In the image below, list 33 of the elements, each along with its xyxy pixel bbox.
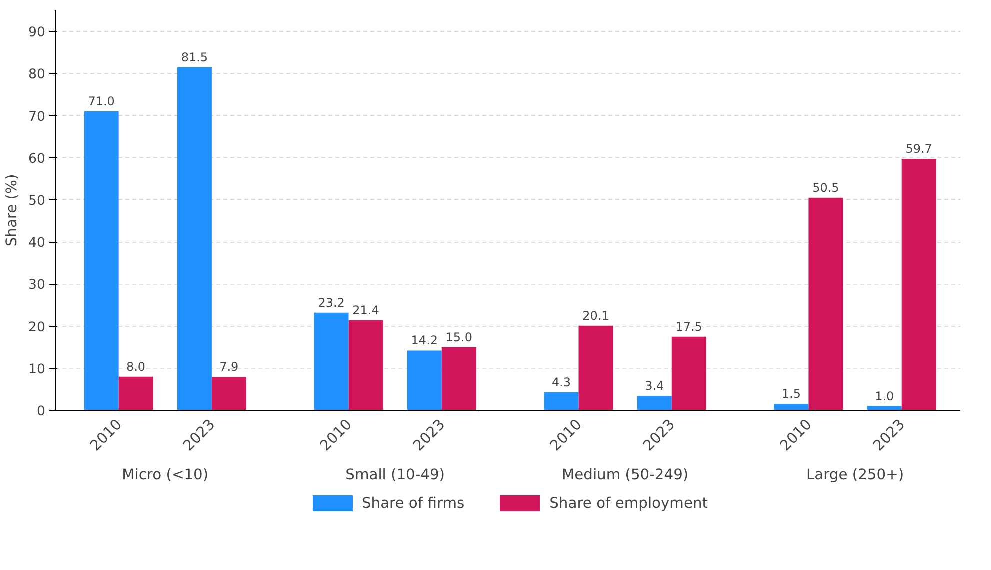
data-label: 50.5 bbox=[812, 180, 840, 195]
data-label: 4.3 bbox=[552, 375, 572, 390]
data-label: 7.9 bbox=[220, 360, 239, 374]
y-tick-label: 80 bbox=[28, 68, 46, 83]
data-label: 15.0 bbox=[446, 330, 472, 344]
text: Small (10-49) bbox=[346, 466, 446, 484]
y-tick-label: 90 bbox=[28, 26, 46, 41]
data-label: 81.5 bbox=[181, 50, 208, 64]
legend-label: Share of firms bbox=[362, 494, 465, 512]
data-label: 17.5 bbox=[676, 320, 702, 334]
data-label: 71.0 bbox=[88, 94, 115, 109]
data-label: 14.2 bbox=[411, 334, 438, 348]
data-label: 23.2 bbox=[318, 296, 345, 310]
legend-label: Share of employment bbox=[550, 494, 708, 512]
y-tick-label: 10 bbox=[28, 362, 46, 378]
data-label: 20.1 bbox=[582, 308, 610, 323]
y-tick-label: 70 bbox=[28, 110, 46, 125]
y-tick-label: 20 bbox=[28, 320, 46, 336]
data-label: 1.0 bbox=[875, 389, 894, 404]
data-label: 3.4 bbox=[645, 379, 664, 394]
y-tick-label: 0 bbox=[37, 404, 46, 420]
text: Medium (50-249) bbox=[562, 466, 689, 484]
y-tick-label: 30 bbox=[28, 278, 46, 294]
data-label: 1.5 bbox=[782, 387, 802, 402]
y-tick-label: 50 bbox=[28, 194, 46, 209]
y-tick-label: 40 bbox=[28, 236, 46, 252]
data-label: 59.7 bbox=[906, 142, 932, 156]
text: Large (250+) bbox=[806, 466, 904, 484]
text: Micro (<10) bbox=[122, 466, 209, 484]
y-axis-title: Share (%) bbox=[4, 174, 21, 247]
data-label: 21.4 bbox=[352, 303, 380, 318]
data-label: 8.0 bbox=[126, 360, 146, 374]
y-tick-label: 60 bbox=[28, 152, 46, 167]
